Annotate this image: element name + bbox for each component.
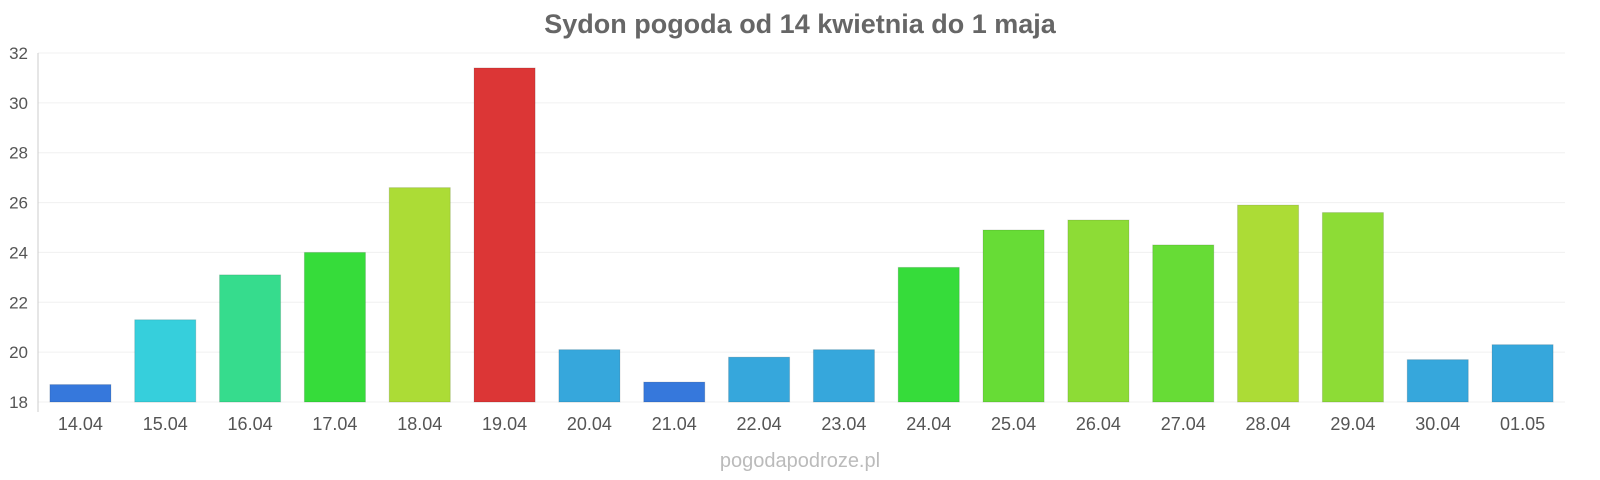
bar-17-04 [303,251,366,403]
y-tick-label: 22 [9,293,28,312]
y-tick-label: 26 [9,194,28,213]
x-tick-label: 15.04 [143,414,188,434]
x-tick-label: 29.04 [1330,414,1375,434]
bar-15-04 [134,319,197,403]
x-tick-label: 23.04 [821,414,866,434]
chart-title: Sydon pogoda od 14 kwietnia do 1 maja [544,9,1057,39]
y-tick-label: 28 [9,144,28,163]
x-tick-label: 01.05 [1500,414,1545,434]
bar-25-04 [982,229,1045,403]
x-tick-label: 22.04 [737,414,782,434]
bar-19-04 [473,67,536,403]
watermark: pogodapodroze.pl [720,450,880,472]
bar-28-04 [1237,204,1300,403]
x-tick-label: 26.04 [1076,414,1121,434]
x-tick-label: 21.04 [652,414,697,434]
x-tick-label: 14.04 [58,414,103,434]
bar-23-04 [812,349,875,403]
bar-22-04 [728,356,791,403]
bar-14-04 [49,384,112,403]
x-tick-label: 25.04 [991,414,1036,434]
bar-26-04 [1067,219,1130,403]
x-tick-label: 28.04 [1246,414,1291,434]
y-tick-label: 24 [9,243,28,262]
x-tick-label: 20.04 [567,414,612,434]
x-tick-label: 18.04 [397,414,442,434]
x-tick-label: 17.04 [312,414,357,434]
x-axis: 14.04 15.04 16.04 17.04 18.04 19.04 20.04 21.04… [58,414,1545,434]
y-tick-label: 18 [9,393,28,412]
x-tick-label: 16.04 [228,414,273,434]
bar-27-04 [1152,244,1215,403]
x-tick-label: 30.04 [1415,414,1460,434]
y-tick-label: 20 [9,343,28,362]
bar-24-04 [897,266,960,403]
y-tick-label: 30 [9,94,28,113]
y-tick-label: 32 [9,44,28,63]
bar-20-04 [558,349,621,403]
bars [49,67,1554,403]
y-axis: 18 20 22 24 26 28 30 32 [9,44,39,412]
bar-30-04 [1406,359,1469,403]
bar-18-04 [388,187,451,403]
bar-21-04 [643,381,706,403]
bar-01-05 [1491,344,1554,403]
x-tick-label: 27.04 [1161,414,1206,434]
x-tick-label: 24.04 [906,414,951,434]
bar-29-04 [1321,212,1384,403]
x-tick-label: 19.04 [482,414,527,434]
grid-lines [38,52,1565,403]
bar-16-04 [219,274,282,403]
